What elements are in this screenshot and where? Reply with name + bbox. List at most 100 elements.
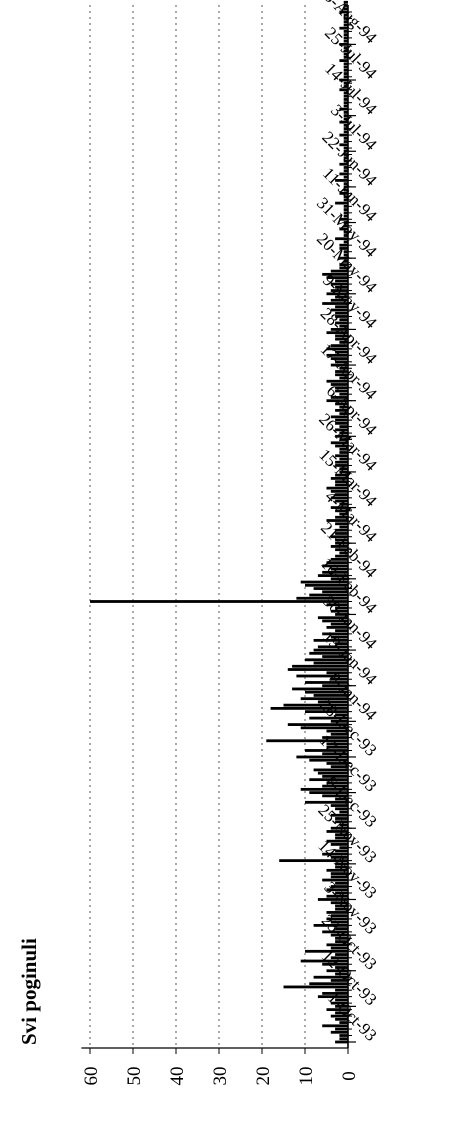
bar [343,250,348,254]
bar [279,859,348,863]
bar [343,146,348,150]
bar [330,914,348,918]
bar [343,169,348,173]
bar [313,587,348,590]
bar [326,839,348,843]
bar [330,765,348,769]
bar [335,509,348,513]
bar [309,778,348,782]
bar [335,334,348,338]
bar [330,855,348,859]
bar [330,477,348,480]
bars [90,0,348,1044]
bar [335,833,348,837]
bar [343,75,348,79]
bar [322,794,348,798]
bar [326,745,348,749]
bar [330,872,348,875]
bar [343,156,348,160]
bar [330,357,348,360]
bar [335,337,348,341]
bar [335,629,348,633]
y-tick-label-60: 60 [81,1067,102,1086]
bar [343,253,348,257]
bar [335,953,348,956]
bar [335,904,348,908]
bar [343,188,348,192]
bar [300,726,348,730]
bar [335,460,348,464]
bar [322,1024,348,1028]
bar [326,729,348,733]
bar [339,457,348,461]
bar [335,807,348,811]
bar [330,804,348,807]
bar [322,570,348,574]
bar [335,972,348,976]
bar [339,318,348,322]
bar [313,648,348,652]
bar [322,852,348,856]
bar [343,130,348,134]
bar [343,49,348,53]
bar [330,282,348,286]
bar [305,949,348,953]
bar [330,719,348,723]
bar [90,600,348,603]
bar [326,276,348,279]
bar [330,289,348,292]
bar [309,651,348,655]
bar [313,694,348,697]
bar [343,260,348,263]
bar [322,775,348,778]
bar [330,567,348,571]
bar [339,26,348,30]
bar [296,674,348,678]
bar [330,577,348,581]
bar [343,39,348,43]
bar [330,635,348,639]
bar [305,710,348,714]
bar [339,823,348,827]
bar [335,606,348,610]
bar [335,279,348,283]
bar [339,10,348,14]
bar [335,538,348,542]
bar [326,379,348,383]
bar [343,104,348,108]
bar [335,473,348,477]
bar [266,739,348,743]
bar [339,451,348,454]
bar [343,182,348,186]
bar [330,557,348,561]
bar [335,418,348,422]
bar [330,363,348,367]
bar [335,988,348,992]
bar [335,408,348,412]
bar [313,975,348,979]
bar [335,389,348,393]
bar [335,613,348,616]
bar [343,68,348,72]
bar [335,528,348,532]
bar [330,732,348,736]
bar [343,65,348,69]
bar [309,716,348,720]
bar [339,425,348,428]
bar [330,875,348,879]
bar [330,415,348,419]
bar [317,574,348,577]
bar [335,797,348,801]
bar [343,149,348,153]
bar [313,923,348,927]
bar [339,88,348,92]
bar [343,221,348,224]
bar [339,42,348,46]
bar [335,865,348,869]
bar [339,217,348,221]
bar [313,768,348,772]
bar [322,655,348,658]
bar [343,224,348,228]
bar [343,185,348,189]
